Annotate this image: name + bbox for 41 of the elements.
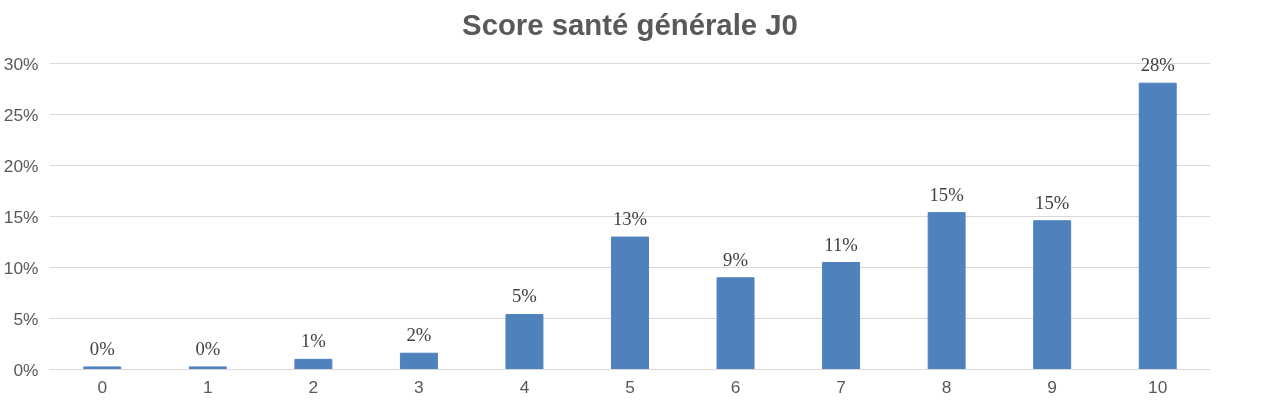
- bar: [399, 352, 438, 370]
- bar: [188, 366, 227, 370]
- y-tick-label: 25%: [3, 104, 39, 125]
- x-tick-label: 1: [203, 376, 213, 397]
- data-label: 0%: [89, 337, 115, 359]
- y-tick-label: 30%: [3, 53, 39, 74]
- bar: [716, 277, 755, 370]
- y-tick-label: 5%: [13, 308, 39, 329]
- x-tick-label: 9: [1047, 376, 1057, 397]
- bar: [83, 366, 122, 370]
- x-tick-label: 10: [1148, 376, 1168, 397]
- bar: [611, 236, 649, 370]
- x-tick-label: 5: [625, 376, 635, 397]
- bar: [505, 313, 544, 370]
- data-label: 5%: [512, 285, 537, 307]
- bar: [1033, 220, 1072, 370]
- bar: [822, 262, 861, 370]
- bar: [1138, 82, 1177, 370]
- data-label: 28%: [1140, 54, 1175, 76]
- data-label: 13%: [612, 208, 648, 230]
- data-label: 15%: [1035, 191, 1070, 213]
- data-label: 11%: [824, 233, 858, 255]
- bar: [927, 212, 966, 370]
- data-label: 9%: [723, 248, 748, 270]
- x-tick-label: 7: [836, 376, 846, 397]
- y-tick-label: 15%: [3, 206, 39, 227]
- x-tick-label: 2: [308, 376, 319, 397]
- data-label: 0%: [195, 337, 221, 359]
- x-tick-label: 3: [414, 376, 424, 397]
- x-tick-label: 0: [97, 376, 108, 397]
- x-tick-label: 4: [519, 376, 530, 397]
- data-label: 15%: [929, 183, 964, 205]
- data-label: 2%: [406, 324, 432, 346]
- y-tick-label: 10%: [3, 257, 39, 278]
- y-tick-label: 20%: [3, 155, 39, 176]
- chart-title: Score santé générale J0: [462, 7, 798, 41]
- y-tick-label: 0%: [13, 359, 39, 380]
- bar: [294, 358, 333, 370]
- x-tick-label: 6: [730, 376, 741, 397]
- data-label: 1%: [300, 330, 326, 352]
- x-tick-label: 8: [941, 376, 952, 397]
